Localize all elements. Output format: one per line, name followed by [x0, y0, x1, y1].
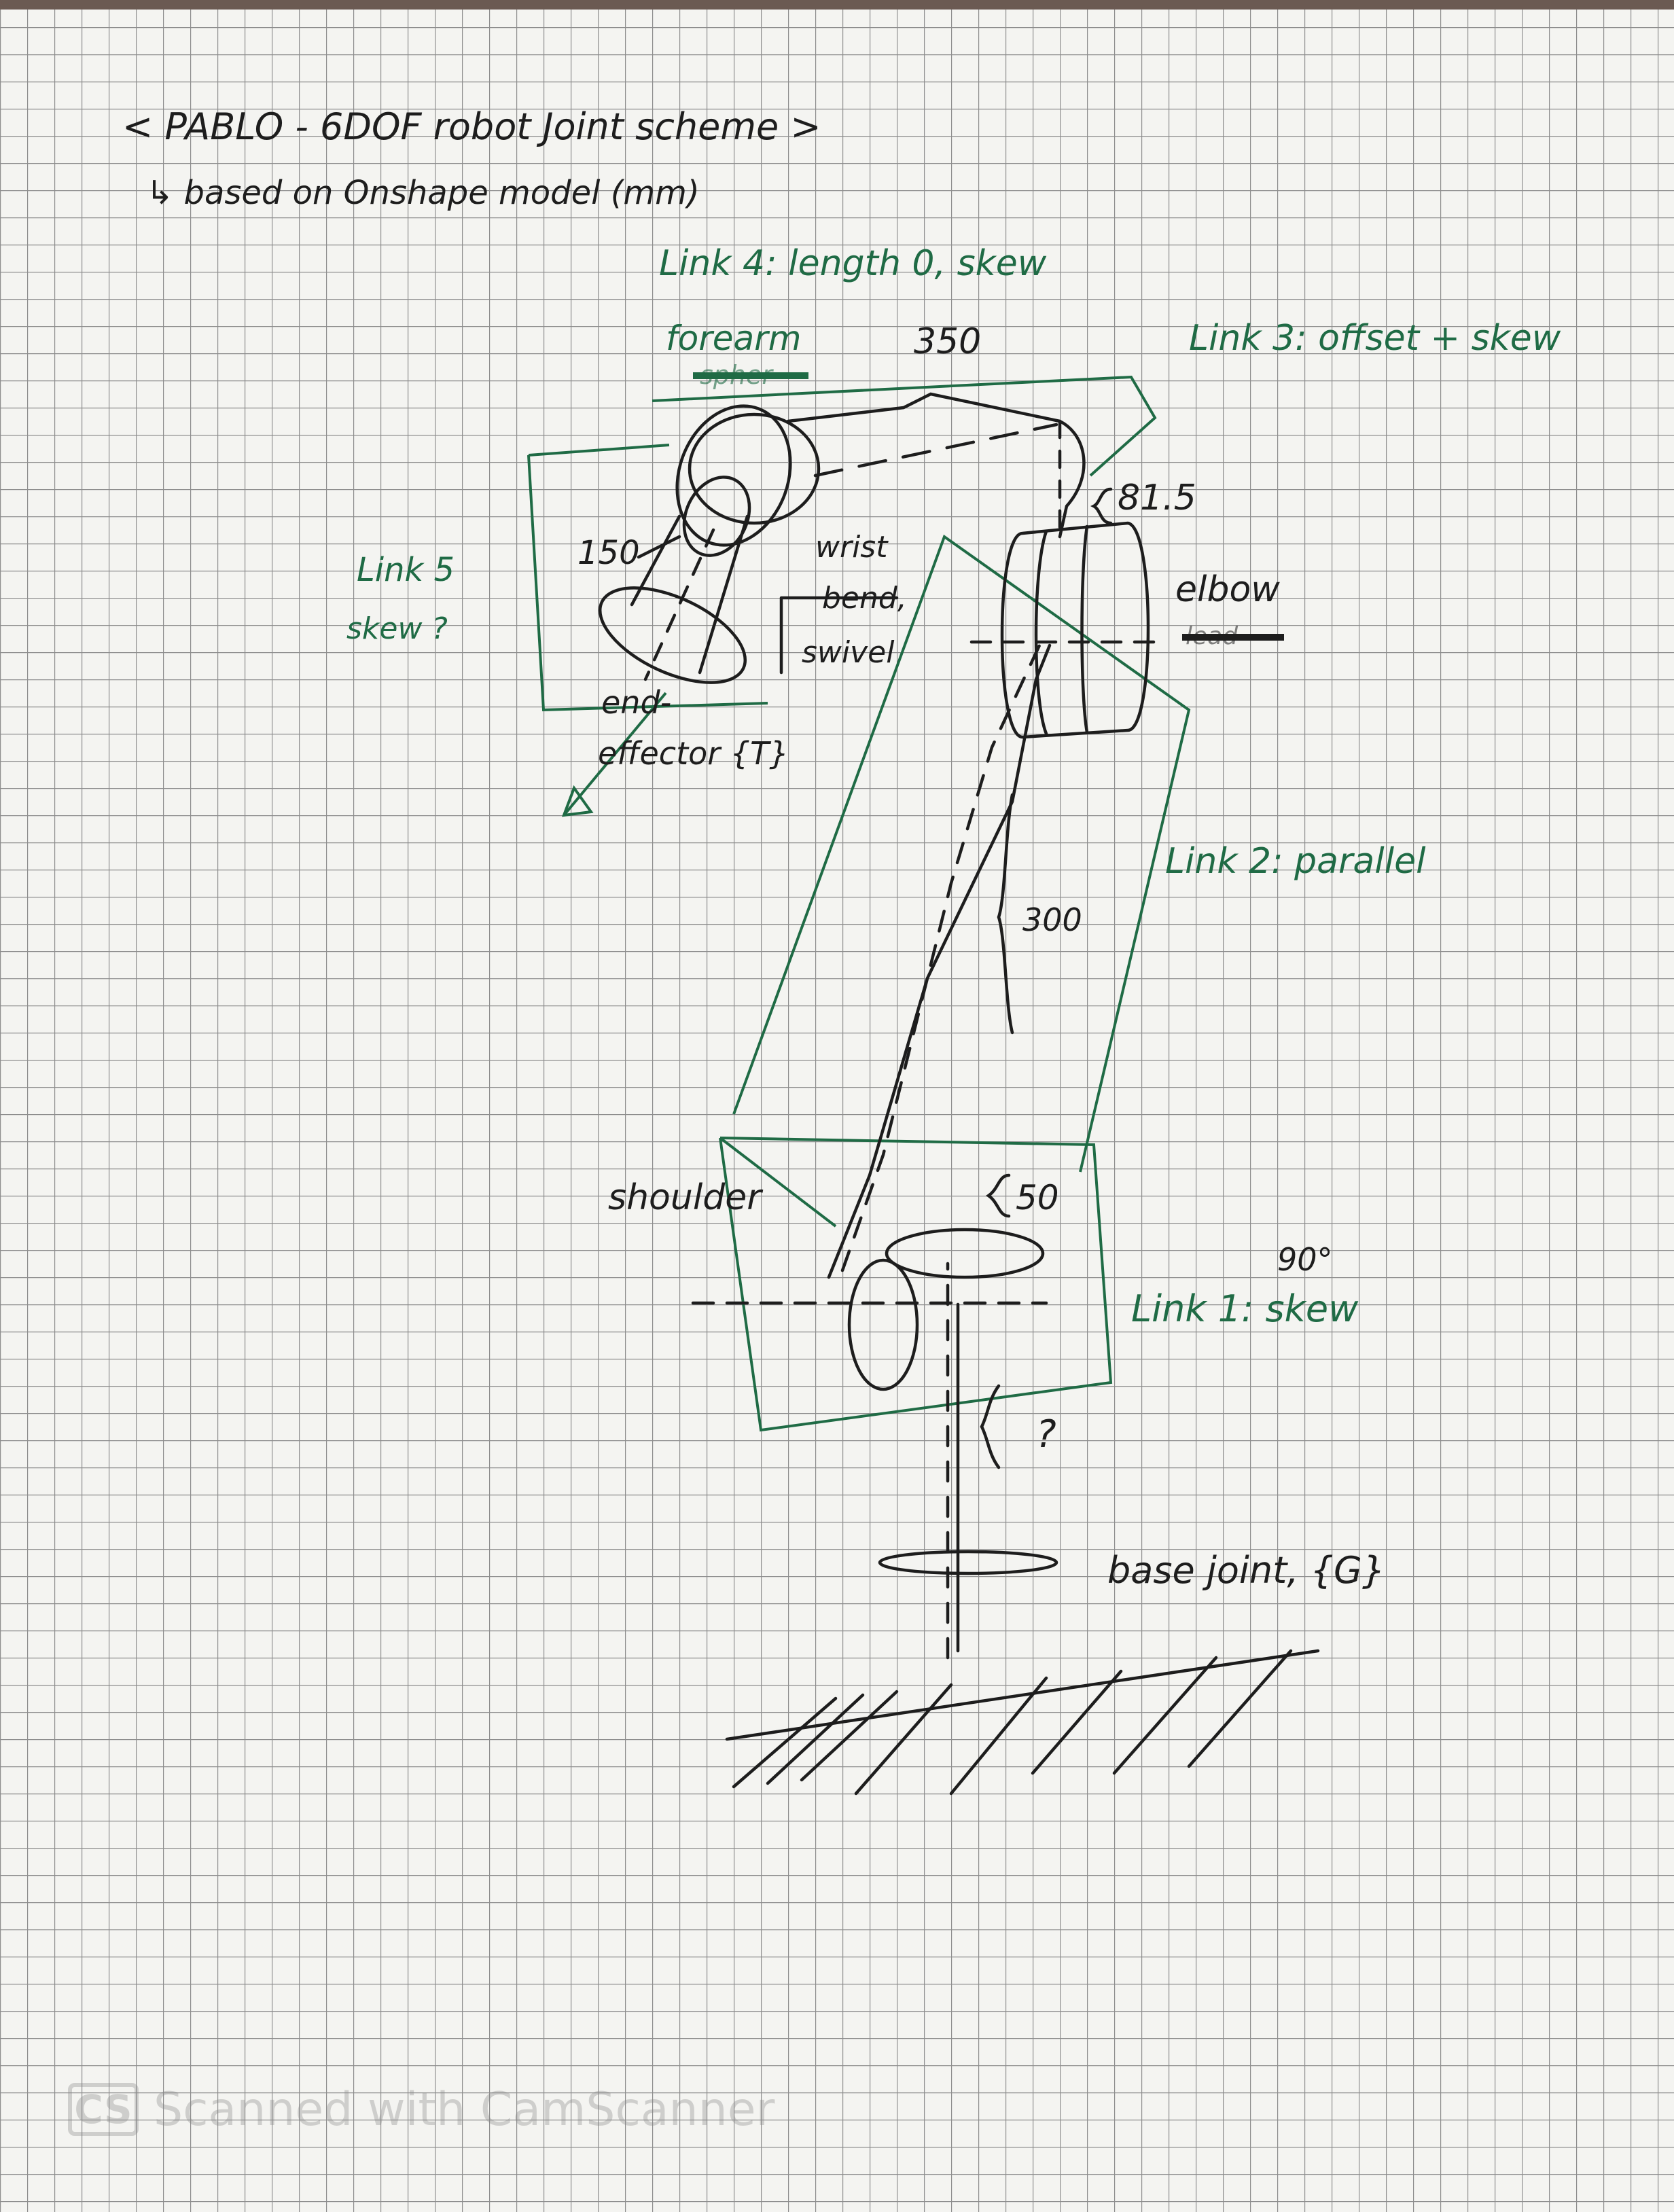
- label-link5-2: skew ?: [346, 611, 448, 646]
- title-line-1: < PABLO - 6DOF robot Joint scheme >: [122, 105, 821, 148]
- forearm-line: [786, 392, 1062, 423]
- label-link2: Link 2: parallel: [1165, 841, 1426, 882]
- dim-350: 350: [914, 321, 981, 362]
- camscanner-watermark: CS Scanned with CamScanner: [68, 2079, 775, 2140]
- end-effector-arrow: [561, 692, 667, 817]
- label-base-joint: base joint, {G}: [1107, 1549, 1385, 1592]
- label-bend: bend,: [822, 581, 907, 616]
- elbow-inner: [1034, 524, 1089, 736]
- label-end-effector-1: end-: [601, 684, 671, 721]
- brace-300: [997, 793, 1014, 1035]
- ground-line: [725, 1649, 1320, 1741]
- forearm-axis: [813, 423, 1058, 478]
- arm-sketch: [598, 392, 1320, 1796]
- angle-90: 90°: [1277, 1241, 1333, 1278]
- dim-unknown: ?: [1036, 1412, 1056, 1457]
- forearm-box: [652, 375, 1157, 477]
- label-link4: Link 4: length 0, skew: [659, 243, 1047, 284]
- label-forearm: forearm: [666, 319, 801, 358]
- brace-50: [985, 1173, 1011, 1218]
- watermark-text: Scanned with CamScanner: [154, 2082, 775, 2137]
- end-effector-ellipse: [598, 586, 747, 684]
- title-line-2: ↳ based on Onshape model (mm): [146, 174, 700, 212]
- shoulder-ellipse-2: [885, 1228, 1045, 1279]
- label-link5-1: Link 5: [357, 551, 455, 589]
- shoulder-ellipse-1: [847, 1258, 919, 1391]
- label-link1: Link 1: skew: [1131, 1287, 1359, 1330]
- top-edge: [0, 0, 1674, 10]
- wrist-box: [527, 444, 768, 712]
- green-boxes: [527, 375, 1191, 1432]
- link2-box: [732, 534, 1191, 1173]
- wrist-sphere-2: [688, 412, 821, 525]
- label-wrist: wrist: [815, 530, 889, 565]
- dim-150: 150: [577, 534, 640, 572]
- dim-150-line: [637, 535, 681, 559]
- shoulder-diag: [719, 1137, 837, 1228]
- brace-unknown: [980, 1384, 1001, 1469]
- dim-81-5: 81.5: [1118, 478, 1196, 518]
- dim-300: 300: [1022, 902, 1082, 938]
- ground-hatch: [732, 1649, 1293, 1796]
- shoulder-box: [719, 1137, 1113, 1432]
- wrist-sphere-1: [675, 404, 792, 547]
- end-effector-lines: [630, 514, 749, 675]
- label-link3: Link 3: offset + skew: [1189, 318, 1561, 359]
- label-shoulder: shoulder: [608, 1177, 764, 1218]
- brace-815: [1090, 487, 1113, 525]
- end-effector-axis: [643, 528, 715, 681]
- link3-path: [1058, 419, 1086, 539]
- dim-50: 50: [1016, 1178, 1059, 1217]
- camscanner-logo: CS: [68, 2083, 139, 2136]
- elbow-cylinder: [1000, 521, 1150, 739]
- label-end-effector-2: effector {T}: [598, 735, 789, 772]
- wrist-bend-line: [779, 596, 899, 675]
- base-joint-symbol: [878, 1550, 1058, 1575]
- label-swivel: swivel: [802, 635, 895, 670]
- label-elbow: elbow: [1175, 569, 1280, 610]
